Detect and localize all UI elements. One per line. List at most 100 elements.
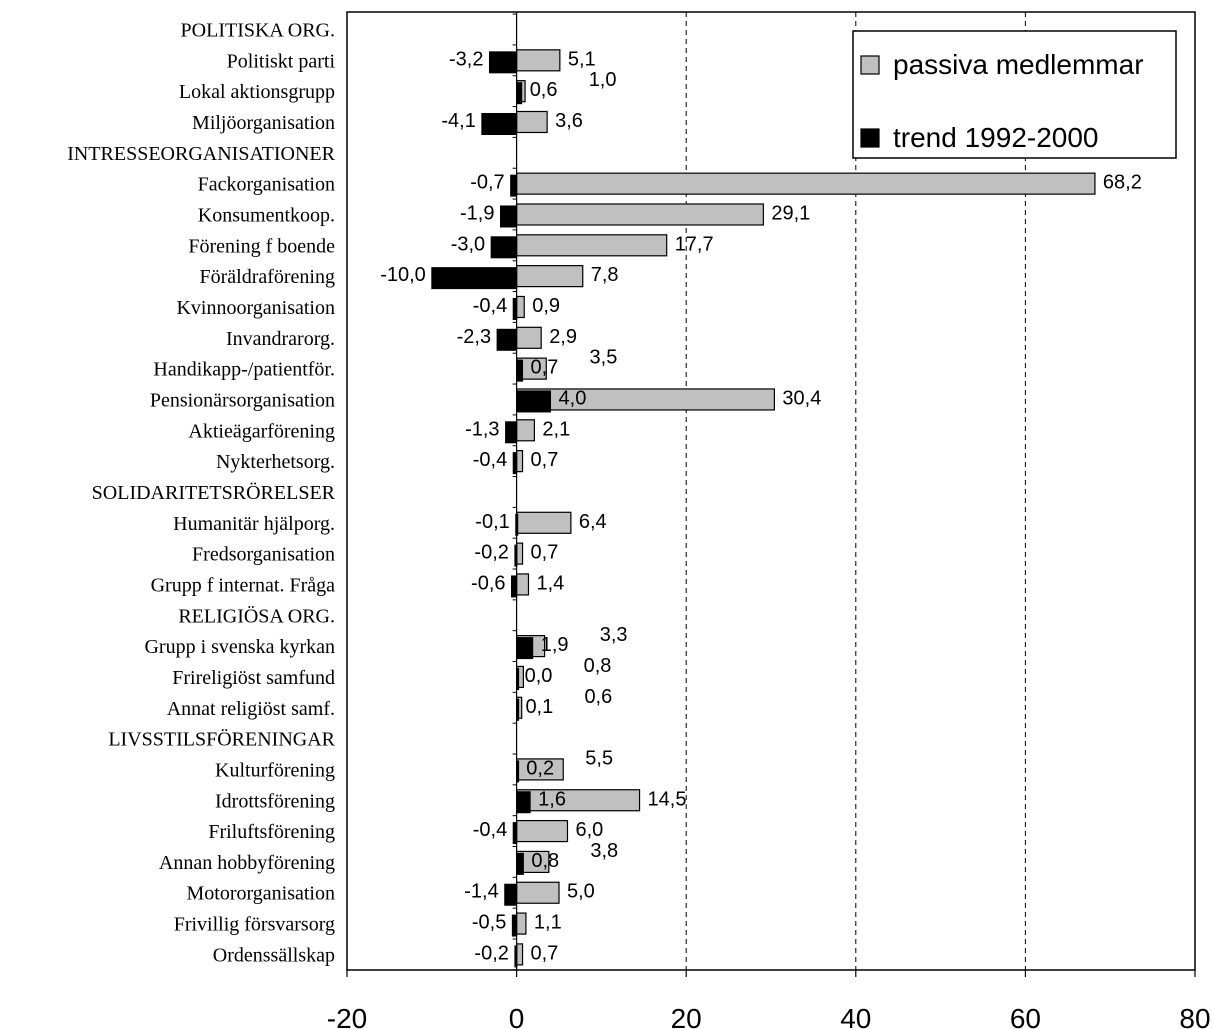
grid-lines <box>685 12 1026 970</box>
bar-passiva <box>515 819 569 843</box>
trend-value-label: -0,4 <box>473 295 507 317</box>
bar-passiva <box>515 511 572 534</box>
bar-passiva <box>515 388 775 411</box>
passiva-value-label: 0,8 <box>584 655 612 677</box>
bar-passiva <box>515 172 1096 195</box>
passiva-value-label: 5,5 <box>585 747 613 769</box>
passiva-value-label: 2,1 <box>542 418 570 440</box>
bar-trend <box>490 236 518 259</box>
bar-trend <box>504 883 518 906</box>
trend-value-label: -0,7 <box>470 172 504 194</box>
trend-value-label: 0,7 <box>531 357 559 379</box>
bar-trend <box>516 82 523 105</box>
bar-trend <box>510 174 518 197</box>
category-label: RELIGIÖSA ORG. <box>178 604 335 627</box>
legend: passiva medlemmar trend 1992-2000 <box>852 30 1177 159</box>
category-label: LIVSSTILSFÖRENINGAR <box>108 728 335 751</box>
trend-value-label: -10,0 <box>380 264 426 286</box>
trend-value-label: 1,6 <box>538 788 566 810</box>
trend-value-label: -2,3 <box>457 326 491 348</box>
passiva-value-label: 30,4 <box>782 387 821 409</box>
trend-value-label: 1,9 <box>541 634 569 656</box>
trend-value-label: -0,1 <box>475 511 509 533</box>
bar-passiva <box>515 419 536 442</box>
bar-passiva <box>515 912 527 935</box>
category-label: Nykterhetsorg. <box>216 451 335 473</box>
passiva-value-label: 17,7 <box>675 233 714 255</box>
trend-value-label: 0,2 <box>526 757 554 779</box>
passiva-value-label: 3,6 <box>555 110 583 132</box>
passiva-value-label: 0,7 <box>531 542 559 564</box>
bar-trend <box>481 112 518 135</box>
bar-passiva <box>515 326 542 349</box>
passiva-value-label: 14,5 <box>648 788 687 810</box>
category-label: Förening f boende <box>188 235 335 257</box>
passiva-value-label: 1,1 <box>534 912 562 934</box>
bar-trend <box>496 328 518 351</box>
category-label: Frireligiöst samfund <box>172 667 335 689</box>
x-tick-label: -20 <box>327 1003 367 1029</box>
passiva-value-label: 3,3 <box>600 624 628 646</box>
category-label: Humanitär hjälporg. <box>173 513 335 535</box>
bar-trend <box>499 205 518 228</box>
passiva-value-label: 0,6 <box>584 686 612 708</box>
bar-passiva <box>515 203 764 226</box>
bar-trend <box>516 637 534 660</box>
bar-trend <box>505 421 518 444</box>
passiva-value-label: 1,0 <box>589 69 617 91</box>
bar-trend <box>516 852 524 875</box>
passiva-value-label: 29,1 <box>771 202 810 224</box>
trend-value-label: -3,0 <box>451 233 485 255</box>
trend-value-label: -1,9 <box>460 202 494 224</box>
trend-value-label: -0,4 <box>473 449 507 471</box>
bar-trend <box>431 267 518 290</box>
bar-passiva <box>515 295 525 319</box>
x-tick-label: 80 <box>1179 1003 1210 1029</box>
category-label: Handikapp-/patientför. <box>153 359 335 381</box>
trend-value-label: 0,8 <box>531 850 559 872</box>
category-label: Kvinnoorganisation <box>176 297 335 319</box>
category-label: Grupp i svenska kyrkan <box>144 636 335 658</box>
x-tick-label: 20 <box>671 1003 702 1029</box>
passiva-value-label: 3,8 <box>590 840 618 862</box>
legend-swatch-passiva <box>860 55 880 75</box>
legend-label-passiva: passiva medlemmar <box>893 49 1144 80</box>
bar-passiva <box>515 881 560 904</box>
bar-passiva <box>515 265 584 288</box>
category-label: Kulturförening <box>215 759 335 781</box>
passiva-value-label: 7,8 <box>591 264 619 286</box>
trend-value-label: 4,0 <box>559 387 587 409</box>
passiva-value-label: 0,7 <box>531 449 559 471</box>
category-label: Pensionärsorganisation <box>150 389 335 411</box>
axes <box>346 11 1196 977</box>
bar-trend <box>516 390 552 413</box>
passiva-value-label: 3,5 <box>590 347 618 369</box>
category-label: Föräldraförening <box>199 266 335 288</box>
category-label: Fredsorganisation <box>192 544 335 566</box>
trend-value-label: -1,4 <box>464 881 498 903</box>
category-label: Lokal aktionsgrupp <box>179 81 335 103</box>
bar-passiva <box>515 573 530 596</box>
category-label: Invandrarorg. <box>226 328 335 350</box>
trend-value-label: -0,2 <box>474 942 508 964</box>
trend-value-label: 0,6 <box>530 79 558 101</box>
x-tick-label: 40 <box>840 1003 871 1029</box>
passiva-value-label: 68,2 <box>1103 172 1142 194</box>
category-label: Frivillig försvarsorg <box>174 914 335 936</box>
bar-passiva <box>515 234 668 257</box>
category-label: Grupp f internat. Fråga <box>151 574 336 596</box>
bar-trend <box>511 914 518 937</box>
category-label: Konsumentkoop. <box>198 204 335 226</box>
passiva-value-label: 0,7 <box>531 942 559 964</box>
legend-label-trend: trend 1992-2000 <box>893 122 1099 153</box>
bar-trend <box>516 791 531 814</box>
category-label: Miljöorganisation <box>192 112 335 134</box>
passiva-value-label: 5,0 <box>567 881 595 903</box>
category-label: Fackorganisation <box>198 174 335 196</box>
bar-trend <box>511 575 518 598</box>
labels: -20 0 20 40 60 80 POLITISKA ORG. Politiskt part… <box>67 20 1210 1029</box>
category-label: INTRESSEORGANISATIONER <box>67 143 335 165</box>
category-label: Ordenssällskap <box>213 944 335 966</box>
bar-trend <box>488 51 518 74</box>
trend-value-label: -0,6 <box>471 572 505 594</box>
